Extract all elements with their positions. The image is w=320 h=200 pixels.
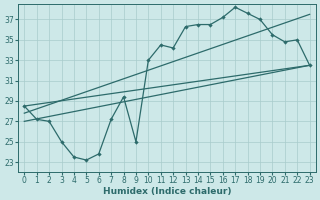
X-axis label: Humidex (Indice chaleur): Humidex (Indice chaleur): [103, 187, 231, 196]
